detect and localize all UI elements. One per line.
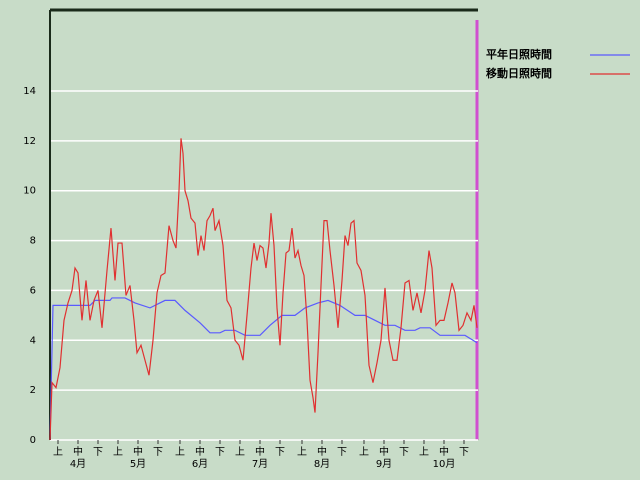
x-tick-label: 中 [133, 445, 143, 458]
month-label: 8月 [314, 458, 330, 470]
x-tick-label: 下 [153, 447, 163, 458]
legend-label: 平年日照時間 [486, 47, 552, 61]
y-tick-label: 14 [23, 86, 36, 97]
x-tick-label: 下 [399, 447, 409, 458]
month-label: 10月 [433, 458, 456, 470]
month-label: 5月 [130, 458, 146, 470]
x-tick-label: 中 [195, 445, 205, 458]
x-tick-label: 上 [113, 446, 123, 458]
x-tick-label: 中 [73, 445, 83, 458]
x-tick-label: 下 [337, 447, 347, 458]
y-tick-label: 12 [23, 136, 36, 147]
series-line [49, 138, 478, 441]
x-tick-label: 上 [235, 446, 245, 458]
y-tick-label: 0 [30, 435, 36, 446]
x-tick-label: 中 [317, 445, 327, 458]
x-tick-label: 上 [297, 446, 307, 458]
x-tick-label: 中 [439, 445, 449, 458]
x-tick-label: 下 [459, 447, 469, 458]
x-tick-label: 下 [93, 447, 103, 458]
series-line [49, 297, 478, 441]
x-tick-label: 下 [215, 447, 225, 458]
y-tick-label: 6 [30, 285, 36, 296]
y-tick-label: 8 [30, 236, 36, 247]
x-tick-label: 上 [359, 446, 369, 458]
legend-label: 移動日照時間 [486, 66, 552, 80]
x-tick-label: 上 [53, 446, 63, 458]
month-label: 4月 [70, 458, 86, 470]
month-label: 9月 [376, 458, 392, 470]
month-label: 7月 [252, 458, 268, 470]
x-tick-label: 中 [379, 445, 389, 458]
x-tick-label: 上 [419, 446, 429, 458]
x-tick-label: 中 [255, 445, 265, 458]
x-tick-label: 上 [175, 446, 185, 458]
x-tick-label: 下 [275, 447, 285, 458]
y-tick-label: 2 [30, 385, 36, 396]
y-tick-label: 10 [23, 186, 36, 197]
month-label: 6月 [192, 458, 208, 470]
y-tick-label: 4 [30, 335, 36, 346]
